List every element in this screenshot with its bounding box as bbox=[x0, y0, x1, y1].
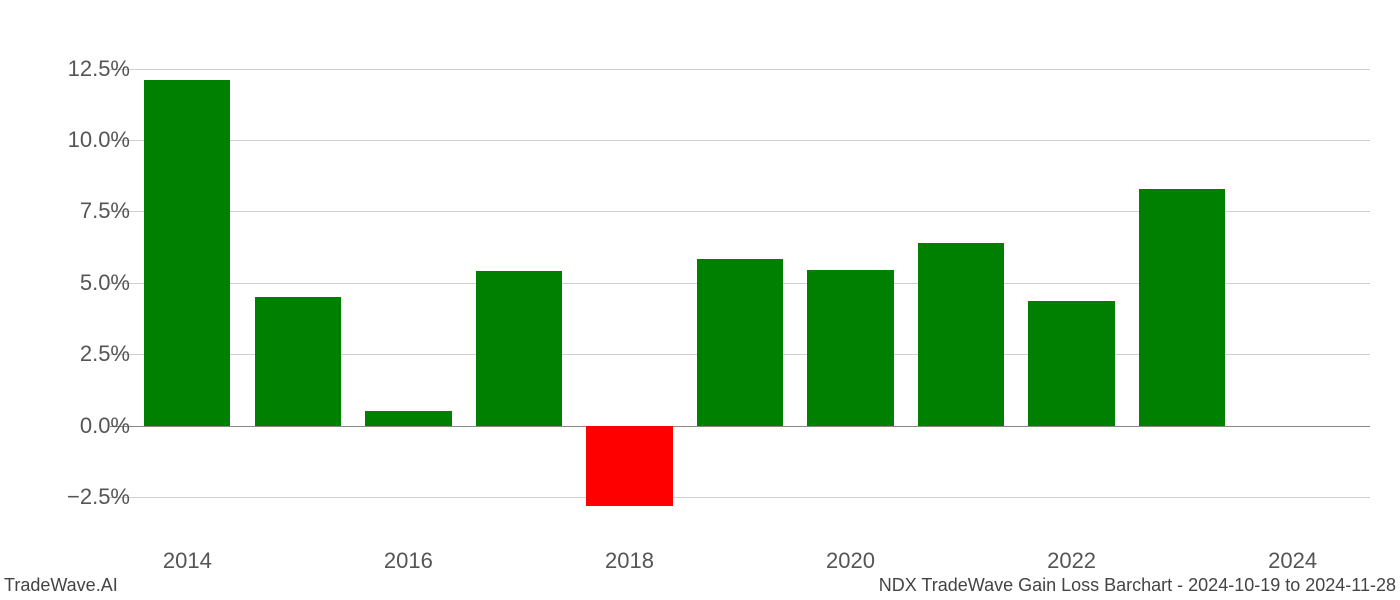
bar bbox=[807, 270, 893, 426]
bar bbox=[1028, 301, 1114, 426]
bar bbox=[365, 411, 451, 425]
y-tick-label: 2.5% bbox=[30, 341, 130, 367]
y-tick-label: 10.0% bbox=[30, 127, 130, 153]
y-tick-label: 12.5% bbox=[30, 56, 130, 82]
footer-left-text: TradeWave.AI bbox=[4, 575, 118, 596]
y-tick-label: 0.0% bbox=[30, 413, 130, 439]
bar bbox=[255, 297, 341, 426]
zero-line bbox=[110, 426, 1370, 427]
bars-layer bbox=[110, 40, 1370, 540]
bar bbox=[1139, 189, 1225, 426]
grid-line bbox=[110, 69, 1370, 70]
bar bbox=[144, 80, 230, 426]
y-tick-label: 7.5% bbox=[30, 198, 130, 224]
x-tick-label: 2020 bbox=[826, 548, 875, 574]
x-tick-label: 2022 bbox=[1047, 548, 1096, 574]
bar bbox=[697, 259, 783, 426]
bar bbox=[476, 271, 562, 425]
x-tick-label: 2016 bbox=[384, 548, 433, 574]
y-tick-label: 5.0% bbox=[30, 270, 130, 296]
bar bbox=[918, 243, 1004, 426]
y-tick-label: −2.5% bbox=[30, 484, 130, 510]
x-tick-label: 2014 bbox=[163, 548, 212, 574]
x-tick-label: 2024 bbox=[1268, 548, 1317, 574]
bar bbox=[586, 426, 672, 506]
grid-line bbox=[110, 497, 1370, 498]
chart-plot-area bbox=[110, 40, 1370, 540]
footer-right-text: NDX TradeWave Gain Loss Barchart - 2024-… bbox=[879, 575, 1396, 596]
grid-line bbox=[110, 140, 1370, 141]
x-tick-label: 2018 bbox=[605, 548, 654, 574]
